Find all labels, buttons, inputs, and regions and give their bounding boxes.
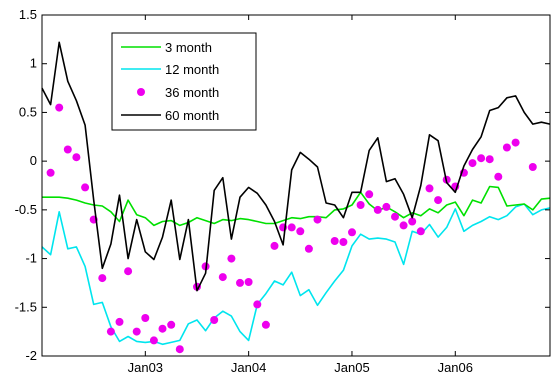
legend-box	[111, 32, 257, 131]
data-point-36-month	[106, 327, 115, 336]
axis-layer: -2 -1.5 -1 -0.5 0 0.5 1 1.5 Jan03 Jan04 Jan05 Jan06	[15, 7, 550, 374]
data-point-36-month	[502, 143, 511, 152]
data-point-36-month	[477, 154, 486, 163]
data-point-36-month	[46, 168, 55, 177]
data-point-36-month	[511, 138, 520, 147]
data-point-36-month	[98, 274, 107, 283]
series-layer	[41, 41, 551, 354]
data-point-36-month	[330, 237, 339, 245]
data-point-36-month	[261, 320, 270, 329]
data-point-36-month	[124, 267, 133, 276]
data-point-36-month	[528, 163, 537, 171]
legend-items: 3 month 12 month 36 month 60 month	[121, 40, 219, 123]
data-point-36-month	[296, 227, 305, 236]
series-line-12-month	[41, 203, 551, 346]
data-point-36-month	[132, 327, 141, 336]
data-point-36-month	[373, 205, 382, 214]
data-point-36-month	[210, 316, 219, 324]
data-point-36-month	[218, 273, 227, 282]
data-point-36-month	[270, 241, 279, 250]
data-point-36-month	[141, 314, 150, 322]
legend-label-36-month: 36 month	[165, 85, 219, 100]
data-point-36-month	[227, 254, 236, 263]
x-tick-label: Jan04	[231, 360, 266, 374]
data-point-36-month	[304, 244, 313, 253]
data-point-36-month	[244, 278, 253, 286]
data-point-36-month	[485, 155, 494, 164]
data-point-36-month	[175, 345, 184, 354]
data-point-36-month	[399, 221, 408, 230]
y-tick-label: 1	[30, 56, 37, 71]
data-point-36-month	[55, 103, 64, 112]
data-point-36-month	[365, 190, 374, 199]
data-point-36-month	[158, 324, 167, 333]
data-point-36-month	[72, 153, 81, 162]
y-tick-label: 1.5	[19, 7, 37, 22]
y-tick-label: 0	[30, 153, 37, 168]
data-point-36-month	[391, 212, 399, 221]
series-line-3-month	[42, 185, 551, 227]
y-tick-label: 0.5	[19, 104, 37, 119]
y-tick-label: -1	[25, 251, 37, 266]
data-point-36-month	[416, 227, 425, 236]
data-point-36-month	[468, 159, 477, 168]
data-point-36-month	[356, 201, 365, 209]
x-tick-label: Jan05	[334, 360, 369, 374]
data-point-36-month	[287, 223, 296, 232]
data-point-36-month	[115, 317, 124, 326]
data-point-36-month	[81, 183, 90, 192]
data-point-36-month	[313, 215, 322, 224]
y-tick-label: -2	[25, 348, 37, 363]
legend: 3 month 12 month 36 month 60 month	[111, 32, 257, 131]
legend-label-12-month: 12 month	[165, 62, 219, 77]
x-tick-label: Jan03	[128, 360, 163, 374]
legend-label-3-month: 3 month	[165, 40, 212, 55]
data-point-36-month	[408, 217, 417, 226]
data-point-36-month	[63, 145, 72, 154]
y-tick-label: -0.5	[15, 202, 37, 217]
legend-swatch-36-month	[137, 88, 145, 96]
data-point-36-month	[236, 278, 244, 287]
x-tick-label: Jan06	[438, 360, 473, 374]
y-tick-label: -1.5	[15, 299, 37, 314]
data-point-36-month	[382, 202, 391, 211]
data-point-36-month	[339, 238, 348, 246]
series-line-60-month	[41, 41, 551, 292]
data-point-36-month	[253, 300, 262, 309]
data-point-36-month	[494, 172, 503, 181]
plot-frame	[41, 14, 551, 357]
data-point-36-month	[167, 320, 176, 329]
data-point-36-month	[425, 184, 434, 193]
data-point-36-month	[149, 336, 158, 345]
data-point-36-month	[348, 228, 356, 237]
legend-label-60-month: 60 month	[165, 108, 219, 123]
data-point-36-month	[434, 196, 443, 205]
